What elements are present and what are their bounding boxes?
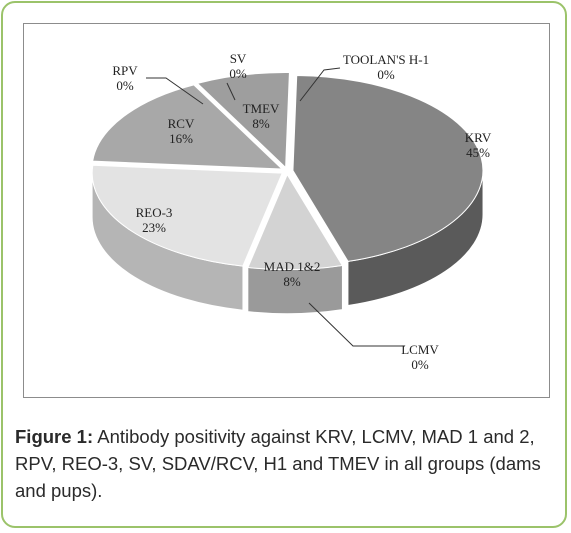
pie-slice-rcv (92, 84, 284, 170)
slice-value-reo-3: 23% (142, 220, 166, 235)
slice-label-rcv: RCV (168, 116, 195, 131)
slice-label-reo-3: REO-3 (136, 205, 173, 220)
caption-text: Antibody positivity against KRV, LCMV, M… (15, 426, 541, 501)
slice-label-lcmv: LCMV (401, 342, 439, 357)
leader-line-lcmv (308, 302, 405, 347)
slice-value-krv: 45% (466, 145, 490, 160)
slice-value-toolan-s-h-1: 0% (377, 67, 395, 82)
slice-label-rpv: RPV (112, 63, 138, 78)
pie-slice-reo-3 (91, 164, 283, 267)
slice-label-toolan-s-h-1: TOOLAN'S H-1 (343, 52, 429, 67)
figure-caption: Figure 1: Antibody positivity against KR… (15, 423, 560, 504)
leader-line-toolan-s-h-1 (299, 67, 341, 102)
pie-slice-tmev (196, 72, 290, 169)
slice-value-mad-1-2: 8% (283, 274, 301, 289)
caption-figure-label: Figure 1: (15, 426, 94, 447)
pie-top-faces (91, 72, 484, 271)
slice-label-sv: SV (230, 51, 247, 66)
slice-value-sv: 0% (229, 66, 247, 81)
pie-slice-mad-1-2 (247, 173, 344, 271)
slice-label-krv: KRV (465, 130, 492, 145)
pie-slice-krv (292, 75, 484, 262)
slice-value-tmev: 8% (252, 116, 270, 131)
slice-value-rcv: 16% (169, 131, 193, 146)
slice-value-rpv: 0% (116, 78, 134, 93)
slice-label-tmev: TMEV (243, 101, 280, 116)
slice-value-lcmv: 0% (411, 357, 429, 372)
pie-chart-area: KRV 45% LCMV 0% MAD 1&2 8% REO-3 23% RCV 16% RPV 0%… (23, 23, 550, 398)
slice-label-mad-1-2: MAD 1&2 (264, 259, 321, 274)
leader-line-rpv (146, 77, 204, 105)
leader-line-sv (226, 82, 236, 101)
